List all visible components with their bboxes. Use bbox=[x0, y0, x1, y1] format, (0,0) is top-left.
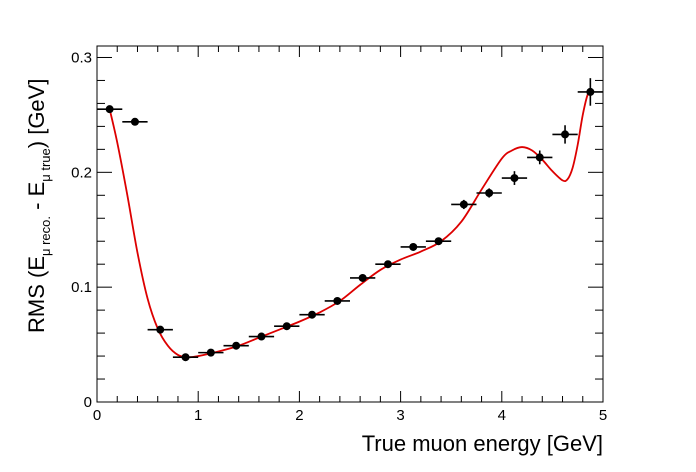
y-tick-label: 0.3 bbox=[71, 49, 92, 66]
data-point bbox=[425, 237, 452, 246]
y-tick-label: 0.1 bbox=[71, 279, 92, 296]
data-point bbox=[274, 322, 300, 331]
data-point bbox=[299, 310, 325, 319]
data-point bbox=[122, 117, 148, 126]
data-point-marker bbox=[409, 242, 418, 251]
data-point bbox=[223, 341, 249, 350]
plot-frame bbox=[96, 45, 604, 403]
y-axis-title-sub2: μ true bbox=[38, 148, 53, 182]
data-point-marker bbox=[383, 260, 392, 269]
x-tick-label: 5 bbox=[599, 407, 607, 424]
data-point bbox=[501, 171, 528, 185]
x-tick-label: 3 bbox=[396, 407, 404, 424]
x-tick-label: 0 bbox=[93, 407, 101, 424]
data-point-marker bbox=[434, 237, 443, 246]
data-point-marker bbox=[535, 153, 544, 162]
y-axis: 0 0.1 0.2 0.3 bbox=[71, 49, 603, 411]
data-point-marker bbox=[308, 310, 317, 319]
y-axis-title: RMS (Eμ reco. - Eμ true) [GeV] bbox=[24, 79, 53, 333]
y-axis-title-suffix: ) [GeV] bbox=[24, 79, 49, 149]
x-axis: 0 1 2 3 4 5 bbox=[93, 46, 607, 424]
y-tick-label: 0 bbox=[84, 394, 92, 411]
y-axis-title-middle: - E bbox=[24, 182, 49, 216]
data-point-marker bbox=[485, 188, 494, 197]
data-points-layer bbox=[97, 78, 603, 362]
data-point-marker bbox=[156, 325, 165, 334]
data-point bbox=[147, 325, 173, 334]
data-point-marker bbox=[333, 296, 342, 305]
data-point-marker bbox=[181, 353, 190, 362]
data-point-marker bbox=[282, 322, 291, 331]
data-point-marker bbox=[130, 117, 139, 126]
fit-curve bbox=[108, 88, 594, 359]
data-point-marker bbox=[586, 87, 595, 96]
data-point-marker bbox=[358, 273, 367, 282]
data-point-marker bbox=[105, 105, 114, 114]
data-point-marker bbox=[459, 200, 468, 209]
data-point-marker bbox=[510, 174, 519, 183]
data-point-marker bbox=[206, 348, 215, 357]
y-axis-title-sub1: μ reco. bbox=[38, 216, 53, 256]
data-point bbox=[400, 242, 426, 251]
data-point bbox=[97, 105, 123, 114]
y-tick-label: 0.2 bbox=[71, 164, 92, 181]
data-point bbox=[451, 199, 477, 210]
x-tick-label: 2 bbox=[295, 407, 303, 424]
data-point bbox=[527, 150, 553, 165]
fit-curve-layer bbox=[108, 88, 594, 359]
data-point bbox=[198, 348, 224, 357]
data-point bbox=[172, 353, 199, 362]
data-point-marker bbox=[561, 130, 570, 139]
data-point bbox=[577, 78, 603, 106]
data-point bbox=[375, 260, 401, 269]
data-point bbox=[350, 273, 376, 282]
x-axis-title: True muon energy [GeV] bbox=[362, 431, 603, 456]
y-axis-title-prefix: RMS (E bbox=[24, 256, 49, 333]
data-point bbox=[552, 125, 578, 144]
data-point bbox=[248, 332, 275, 341]
x-tick-label: 4 bbox=[498, 407, 506, 424]
data-point-marker bbox=[257, 332, 266, 341]
data-point bbox=[476, 188, 502, 198]
x-tick-label: 1 bbox=[194, 407, 202, 424]
data-point bbox=[324, 296, 350, 305]
data-point-marker bbox=[232, 341, 241, 350]
